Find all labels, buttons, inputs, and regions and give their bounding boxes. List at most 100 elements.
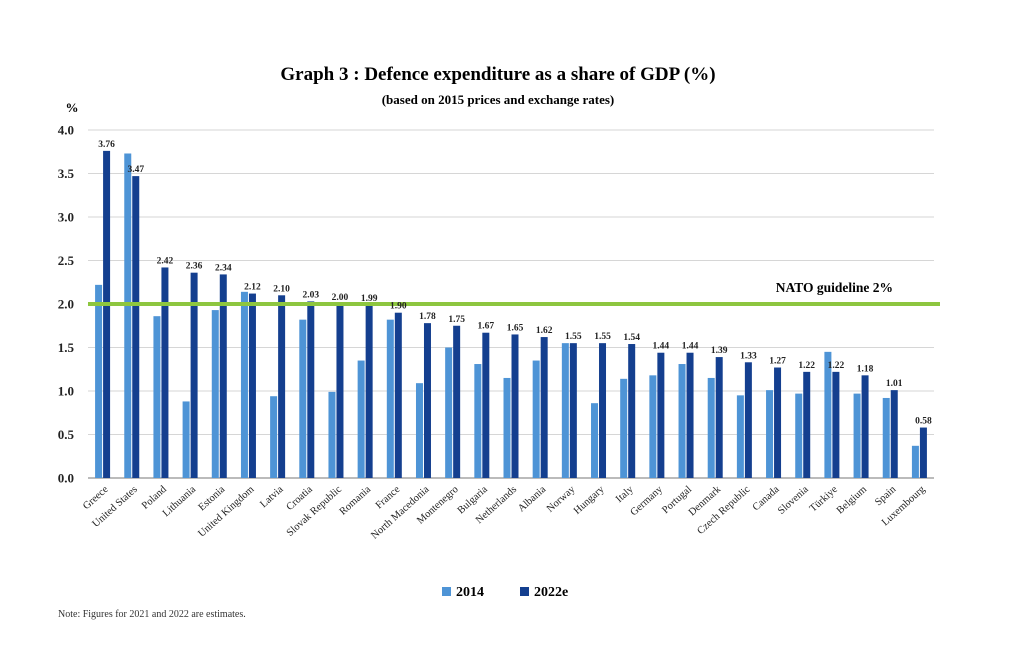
bar-2014-north-macedonia [415,383,423,478]
category-label-spain: Spain [873,484,899,509]
bar-2014-denmark [707,377,715,478]
bar-2014-luxembourg [911,445,919,478]
category-label-slovenia: Slovenia [776,484,811,517]
value-label-albania: 1.62 [536,326,553,336]
value-label-lithuania: 2.36 [186,262,203,272]
bar-2014-croatia [299,319,307,478]
category-label-romania: Romania [338,484,374,518]
value-label-united-states: 3.47 [127,165,144,175]
bar-2014-slovak-republic [328,391,336,478]
bar-2014-montenegro [445,347,453,478]
y-tick-label: 0.5 [58,427,75,442]
bar-2022e-north-macedonia [423,323,431,478]
category-label-lithuania: Lithuania [161,484,199,519]
value-label-norway: 1.55 [565,332,582,342]
value-label-poland: 2.42 [157,256,174,266]
category-label-italy: Italy [614,484,636,506]
bar-2014-albania [532,360,540,478]
bar-2022e-croatia [307,301,315,478]
chart-subtitle: (based on 2015 prices and exchange rates… [382,92,615,107]
y-tick-label: 2.0 [58,297,74,312]
bar-2014-estonia [211,310,219,478]
bar-2022e-romania [365,304,373,478]
bar-2022e-italy [628,344,636,478]
category-label-czech-republic: Czech Republic [695,484,752,537]
bar-2022e-united-kingdom [248,293,256,478]
value-label-canada: 1.27 [769,357,786,367]
bar-2022e-netherlands [511,334,519,478]
category-label-latvia: Latvia [258,484,286,510]
y-tick-label: 3.0 [58,210,74,225]
bar-2022e-estonia [219,274,227,478]
bar-2022e-greece [103,150,111,478]
y-tick-label: 1.0 [58,384,74,399]
value-labels: 3.76 3.47 2.42 2.36 2.34 2.12 2.10 2.03 2.00 1.99… [98,140,932,427]
bar-2014-czech-republic [736,395,744,478]
value-label-latvia: 2.10 [273,284,290,294]
value-label-czech-republic: 1.33 [740,351,757,361]
bar-2022e-belgium [861,375,869,478]
bar-2014-portugal [678,364,686,478]
bar-2022e-slovak-republic [336,304,344,478]
bar-2014-turkiye [824,351,832,478]
value-label-slovak-republic: 2.00 [332,293,349,303]
value-label-turkiye: 1.22 [828,361,845,371]
value-label-hungary: 1.55 [594,332,611,342]
bar-2014-hungary [591,403,599,478]
bar-2014-romania [357,360,365,478]
legend-label-2022e: 2022e [534,585,568,600]
value-label-north-macedonia: 1.78 [419,312,436,322]
bar-2014-poland [153,316,161,478]
y-tick-label: 2.5 [58,253,75,268]
y-axis-ticks: 0.0 0.5 1.0 1.5 2.0 2.5 3.0 3.5 4.0 [58,123,75,486]
value-label-slovenia: 1.22 [798,361,815,371]
bar-2022e-poland [161,267,169,478]
value-label-luxembourg: 0.58 [915,417,932,427]
value-label-spain: 1.01 [886,379,903,389]
category-label-albania: Albania [516,484,548,515]
bar-2022e-montenegro [453,325,461,478]
category-label-belgium: Belgium [835,484,869,516]
bar-2022e-germany [657,352,665,478]
legend: 2014 2022e [442,585,568,600]
value-label-united-kingdom: 2.12 [244,283,261,293]
bar-2014-france [386,319,394,478]
bar-2022e-luxembourg [919,427,927,478]
bar-2014-bulgaria [474,364,482,478]
legend-label-2014: 2014 [456,585,484,600]
bar-2022e-norway [569,343,577,478]
value-label-estonia: 2.34 [215,263,232,273]
bar-2022e-canada [774,367,782,478]
value-label-france: 1.90 [390,302,407,312]
bar-2014-germany [649,375,657,478]
value-label-italy: 1.54 [623,333,640,343]
bar-2022e-slovenia [803,371,811,478]
bar-2014-united-kingdom [240,291,248,478]
bar-2022e-france [394,312,402,478]
chart-title: Graph 3 : Defence expenditure as a share… [280,64,715,85]
y-axis-label: % [66,100,79,115]
value-label-netherlands: 1.65 [507,323,524,333]
y-tick-label: 0.0 [58,471,74,486]
value-label-romania: 1.99 [361,294,378,304]
y-tick-label: 3.5 [58,166,75,181]
bar-2014-italy [620,378,628,478]
bar-2022e-hungary [599,343,607,478]
value-label-croatia: 2.03 [302,290,319,300]
bar-2022e-denmark [715,357,723,478]
bar-2014-netherlands [503,377,511,478]
bar-2014-norway [561,343,569,478]
value-label-denmark: 1.39 [711,346,728,356]
bar-2014-canada [766,390,774,478]
value-label-bulgaria: 1.67 [478,322,495,332]
bar-2014-lithuania [182,401,190,478]
value-label-montenegro: 1.75 [448,315,465,325]
bar-2022e-spain [890,390,898,478]
bar-2022e-bulgaria [482,332,490,478]
bars [95,150,927,479]
category-label-hungary: Hungary [572,484,607,517]
value-label-greece: 3.76 [98,140,115,150]
value-label-portugal: 1.44 [682,342,699,352]
